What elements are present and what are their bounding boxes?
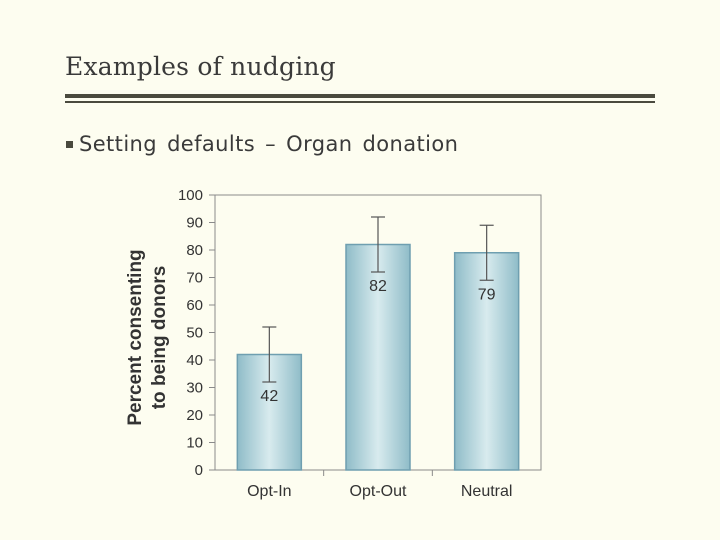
y-tick-label: 10 bbox=[186, 435, 203, 452]
y-axis-title-line2: to being donors bbox=[149, 266, 170, 410]
y-tick-label: 100 bbox=[178, 187, 203, 204]
bar-opt-out bbox=[345, 243, 411, 471]
y-tick-label: 80 bbox=[186, 242, 203, 259]
bullet-square-icon bbox=[66, 140, 73, 148]
y-tick-label: 60 bbox=[186, 297, 203, 314]
slide-title: Examples of nudging bbox=[65, 52, 336, 81]
x-category-label: Opt-Out bbox=[350, 483, 407, 500]
x-category-label: Opt-In bbox=[247, 483, 291, 500]
y-tick-label: 90 bbox=[186, 215, 203, 232]
bullet-item: Setting defaults – Organ donation bbox=[66, 132, 458, 156]
y-tick-label: 30 bbox=[186, 380, 203, 397]
y-tick-label: 20 bbox=[186, 407, 203, 424]
title-rule-thin bbox=[65, 101, 655, 103]
y-tick-label: 50 bbox=[186, 325, 203, 342]
data-label: 79 bbox=[478, 286, 496, 303]
y-tick-label: 70 bbox=[186, 270, 203, 287]
data-label: 82 bbox=[369, 278, 387, 295]
data-label: 42 bbox=[260, 388, 278, 405]
bullet-text: Setting defaults – Organ donation bbox=[79, 132, 459, 156]
y-tick-label: 0 bbox=[195, 462, 203, 479]
x-category-label: Neutral bbox=[461, 483, 513, 500]
y-axis-title-line1: Percent consenting bbox=[125, 249, 146, 425]
y-tick-label: 40 bbox=[186, 352, 203, 369]
bar-neutral bbox=[453, 252, 520, 471]
title-rule-thick bbox=[65, 94, 655, 98]
